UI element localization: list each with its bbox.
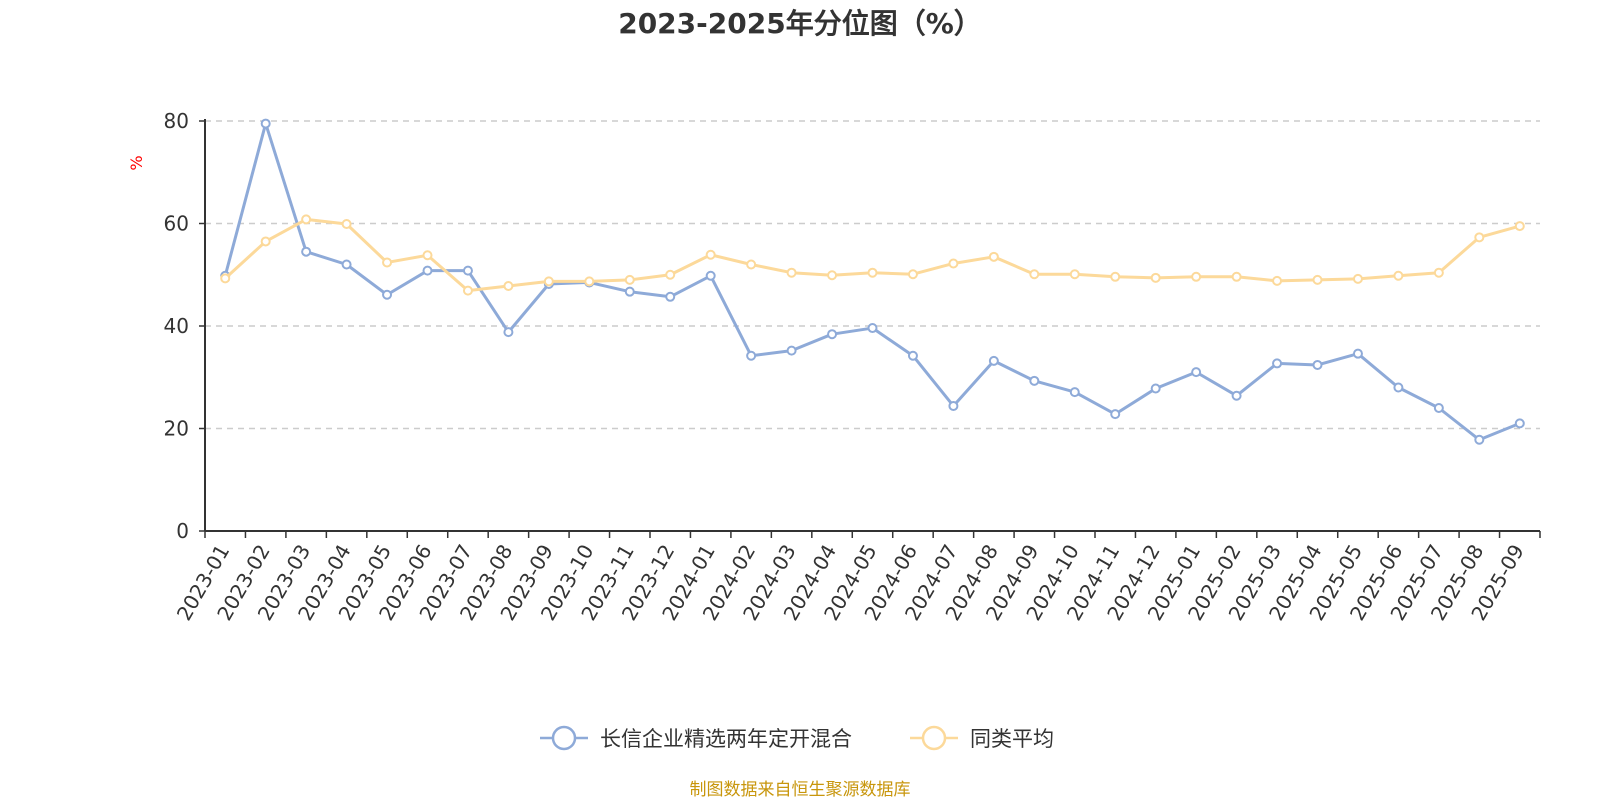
data-point[interactable] (948, 258, 959, 269)
data-point[interactable] (827, 270, 838, 281)
y-tick-label: 60 (164, 212, 189, 236)
data-point[interactable] (462, 265, 473, 276)
data-point[interactable] (786, 345, 797, 356)
data-point[interactable] (665, 269, 676, 280)
series-line (223, 122, 1521, 442)
axes: 0204060802023-012023-022023-032023-04202… (164, 109, 1541, 625)
data-point[interactable] (1474, 434, 1485, 445)
legend-label: 长信企业精选两年定开混合 (600, 727, 852, 751)
y-tick-label: 80 (164, 109, 189, 133)
legend-item[interactable]: 同类平均 (910, 725, 1054, 751)
data-point[interactable] (1474, 232, 1485, 243)
data-point[interactable] (503, 327, 514, 338)
data-point[interactable] (867, 267, 878, 278)
data-point[interactable] (543, 276, 554, 287)
y-axis-unit-label: % (127, 155, 146, 170)
data-point[interactable] (1272, 275, 1283, 286)
gridlines (205, 120, 1540, 430)
series-line (224, 217, 1521, 293)
data-point[interactable] (260, 118, 271, 129)
data-point[interactable] (1352, 348, 1363, 359)
data-point[interactable] (705, 249, 716, 260)
data-point[interactable] (1150, 383, 1161, 394)
y-tick-label: 0 (176, 519, 189, 543)
data-point[interactable] (382, 289, 393, 300)
data-point[interactable] (1069, 269, 1080, 280)
data-point[interactable] (341, 259, 352, 270)
data-point[interactable] (462, 285, 473, 296)
data-point[interactable] (422, 250, 433, 261)
data-point[interactable] (1191, 271, 1202, 282)
data-point[interactable] (1231, 390, 1242, 401)
chart-title: 2023-2025年分位图（%） (618, 7, 982, 40)
legend-marker-icon (551, 725, 577, 751)
data-point[interactable] (746, 259, 757, 270)
data-point[interactable] (948, 400, 959, 411)
series-group (220, 118, 1525, 445)
data-source-note: 制图数据来自恒生聚源数据库 (690, 780, 911, 800)
data-point[interactable] (1191, 367, 1202, 378)
legend-item[interactable]: 长信企业精选两年定开混合 (540, 725, 852, 751)
legend[interactable]: 长信企业精选两年定开混合 同类平均 (540, 725, 1054, 751)
legend-label: 同类平均 (970, 727, 1054, 751)
data-point[interactable] (705, 270, 716, 281)
data-point[interactable] (867, 323, 878, 334)
legend-marker-icon (921, 725, 947, 751)
y-tick-label: 20 (164, 417, 189, 441)
data-point[interactable] (988, 355, 999, 366)
data-point[interactable] (503, 281, 514, 292)
data-point[interactable] (1312, 274, 1323, 285)
data-point[interactable] (1069, 387, 1080, 398)
data-point[interactable] (584, 276, 595, 287)
data-point[interactable] (1514, 221, 1525, 232)
data-point[interactable] (624, 274, 635, 285)
data-point[interactable] (1352, 273, 1363, 284)
data-point[interactable] (1393, 382, 1404, 393)
data-point[interactable] (220, 273, 231, 284)
data-point[interactable] (422, 265, 433, 276)
data-point[interactable] (382, 257, 393, 268)
series-lines (220, 118, 1525, 445)
data-point[interactable] (1393, 270, 1404, 281)
data-point[interactable] (301, 246, 312, 257)
data-point[interactable] (907, 350, 918, 361)
data-point[interactable] (827, 329, 838, 340)
data-point[interactable] (1110, 271, 1121, 282)
data-point[interactable] (1433, 267, 1444, 278)
data-point[interactable] (1231, 271, 1242, 282)
data-point[interactable] (1110, 409, 1121, 420)
y-tick-label: 40 (164, 314, 189, 338)
data-point[interactable] (341, 219, 352, 230)
data-point[interactable] (665, 291, 676, 302)
data-point[interactable] (786, 267, 797, 278)
data-point[interactable] (1514, 418, 1525, 429)
data-point[interactable] (1029, 269, 1040, 280)
data-point[interactable] (1312, 359, 1323, 370)
data-point[interactable] (1272, 358, 1283, 369)
data-point[interactable] (301, 214, 312, 225)
data-point[interactable] (1433, 403, 1444, 413)
data-point[interactable] (624, 286, 635, 297)
data-point[interactable] (746, 350, 757, 361)
data-point[interactable] (907, 269, 918, 280)
series-group (220, 214, 1525, 296)
data-point[interactable] (988, 251, 999, 262)
data-point[interactable] (260, 236, 271, 247)
data-point[interactable] (1150, 272, 1161, 283)
data-point[interactable] (1029, 375, 1040, 386)
